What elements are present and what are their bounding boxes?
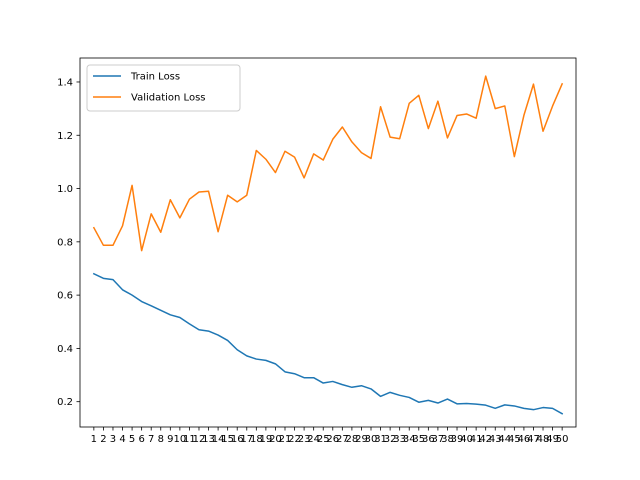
y-tick-label: 0.8: [57, 237, 73, 248]
y-tick-label: 1.2: [57, 131, 73, 142]
x-tick-label: 17: [240, 434, 253, 445]
x-tick-label: 15: [221, 434, 234, 445]
x-tick-label: 30: [365, 434, 378, 445]
series-line-train-loss: [92, 272, 564, 415]
series-line-validation-loss: [92, 75, 564, 252]
x-tick-label: 19: [260, 434, 273, 445]
x-tick-label: 22: [288, 434, 301, 445]
x-tick-label: 36: [422, 434, 435, 445]
x-tick-label: 16: [231, 434, 244, 445]
x-tick-label: 46: [518, 434, 531, 445]
legend-label: Validation Loss: [131, 93, 206, 104]
x-tick-label: 43: [489, 434, 502, 445]
x-tick-label: 32: [384, 434, 397, 445]
x-tick-label: 23: [298, 434, 311, 445]
x-tick-label: 50: [556, 434, 569, 445]
y-tick-label: 0.2: [57, 397, 73, 408]
x-tick-label: 27: [336, 434, 349, 445]
x-tick-label: 26: [326, 434, 339, 445]
x-tick-label: 18: [250, 434, 263, 445]
x-tick-label: 47: [527, 434, 540, 445]
x-tick-label: 48: [537, 434, 550, 445]
x-tick-label: 7: [148, 434, 154, 445]
x-tick-label: 28: [346, 434, 359, 445]
x-tick-label: 33: [393, 434, 406, 445]
x-tick-label: 21: [279, 434, 292, 445]
x-tick-label: 8: [158, 434, 164, 445]
series-group: [92, 75, 564, 415]
x-tick-label: 1: [91, 434, 97, 445]
legend: Train Loss Validation Loss: [86, 64, 241, 112]
x-tick-label: 40: [460, 434, 473, 445]
x-tick-label: 24: [307, 434, 320, 445]
x-tick-label: 44: [498, 434, 511, 445]
x-tick-label: 10: [174, 434, 187, 445]
x-tick-label: 3: [110, 434, 116, 445]
x-tick-label: 34: [403, 434, 416, 445]
x-tick-label: 49: [546, 434, 559, 445]
x-tick-label: 37: [432, 434, 445, 445]
x-tick-label: 41: [470, 434, 483, 445]
y-tick-label: 1.0: [57, 184, 73, 195]
x-tick-label: 42: [479, 434, 492, 445]
x-tick-label: 4: [119, 434, 125, 445]
y-axis: 0.2 0.4 0.6 0.8 1.0 1.2 1.4: [57, 77, 80, 408]
x-axis: 1 2 3 4 5 6 7 8 9 1011121314151617181920212223242…: [91, 427, 569, 445]
x-tick-label: 45: [508, 434, 521, 445]
y-tick-label: 1.4: [57, 77, 73, 88]
legend-label: Train Loss: [130, 72, 180, 83]
x-tick-label: 35: [412, 434, 425, 445]
x-tick-label: 11: [183, 434, 196, 445]
x-tick-label: 5: [129, 434, 135, 445]
x-tick-label: 31: [374, 434, 387, 445]
x-tick-label: 2: [100, 434, 106, 445]
x-tick-label: 9: [167, 434, 173, 445]
x-tick-label: 6: [138, 434, 144, 445]
y-tick-label: 0.6: [57, 291, 73, 302]
x-tick-label: 29: [355, 434, 368, 445]
x-tick-label: 20: [269, 434, 282, 445]
x-tick-label: 14: [212, 434, 225, 445]
legend-box: [86, 64, 241, 112]
x-tick-label: 12: [193, 434, 206, 445]
plot-frame: [79, 57, 577, 428]
x-tick-label: 38: [441, 434, 454, 445]
x-tick-label: 39: [451, 434, 464, 445]
x-tick-label: 13: [202, 434, 215, 445]
y-tick-label: 0.4: [57, 344, 73, 355]
plot-area: [79, 57, 577, 428]
x-tick-label: 25: [317, 434, 330, 445]
